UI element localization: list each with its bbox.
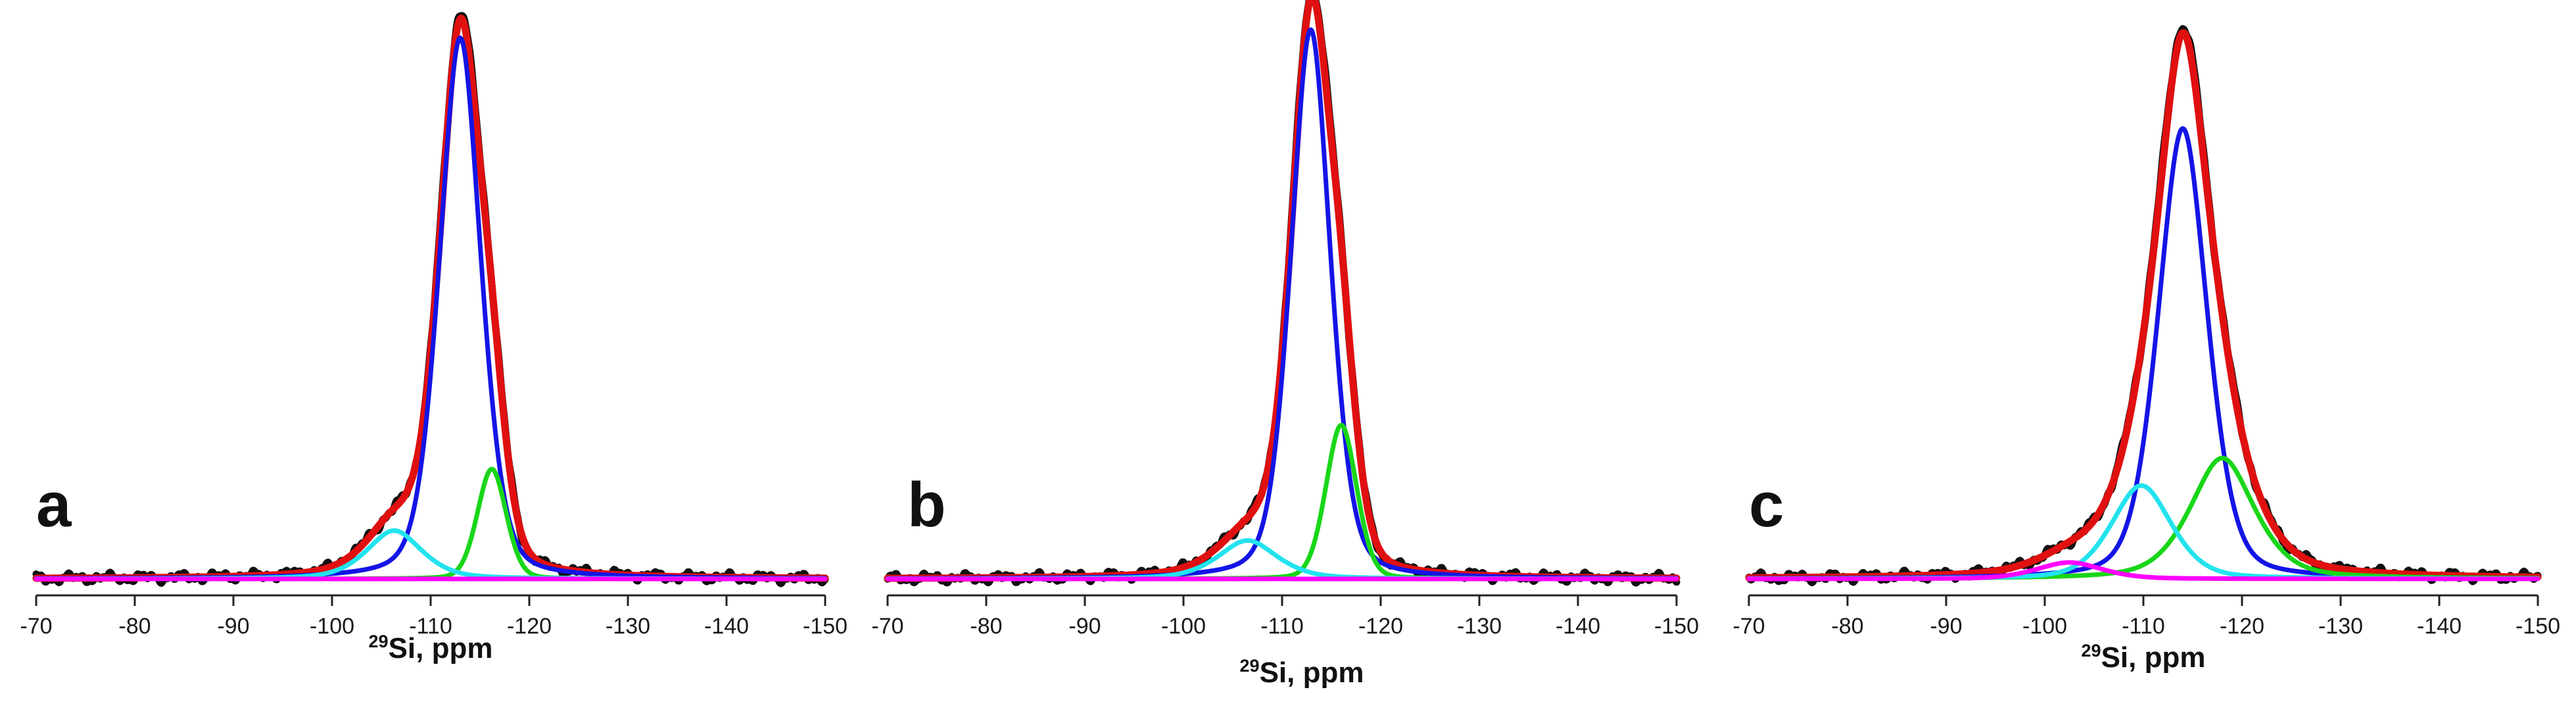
x-tick-label: -70: [20, 614, 52, 639]
x-axis-title-superscript: 29: [369, 632, 389, 651]
x-tick-label: -120: [1358, 614, 1403, 639]
x-tick-label: -110: [409, 614, 452, 639]
x-tick-label: -90: [1930, 614, 1962, 639]
x-tick-label: -100: [1161, 614, 1206, 639]
x-axis-title-text: Si, ppm: [389, 632, 493, 664]
x-tick-label: -150: [2516, 614, 2560, 639]
x-tick-label: -120: [2220, 614, 2264, 639]
series-Q2: [1746, 560, 2540, 582]
plot-layer: -70 -80 -90 -100 -110 -120 -130 -140 -150: [871, 0, 1699, 639]
x-tick-label: -110: [2122, 614, 2165, 639]
x-tick-label: -90: [1068, 614, 1101, 639]
spectrum-panel-c: -70 -80 -90 -100 -110 -120 -130 -140 -150 c 29Si…: [1732, 25, 2560, 674]
x-axis-title: 29Si, ppm: [369, 632, 493, 664]
plot-layer: -70 -80 -90 -100 -110 -120 -130 -140 -150: [1732, 25, 2560, 639]
x-tick-label: -100: [2022, 614, 2067, 639]
panel-label: c: [1749, 470, 1784, 540]
x-axis-title-superscript: 29: [2082, 641, 2101, 661]
spectrum-panel-a: -70 -80 -90 -100 -110 -120 -130 -140 -150 a 29Si…: [20, 12, 847, 664]
x-tick-label: -80: [970, 614, 1002, 639]
panel-label: b: [907, 470, 946, 540]
x-axis-title-text: Si, ppm: [1260, 657, 1364, 689]
x-axis-title: 29Si, ppm: [2082, 641, 2206, 674]
x-tick-label: -120: [507, 614, 552, 639]
x-axis-title-text: Si, ppm: [2101, 641, 2206, 674]
x-tick-label: -70: [1732, 614, 1765, 639]
x-tick-label: -110: [1260, 614, 1304, 639]
x-tick-label: -90: [217, 614, 249, 639]
x-tick-label: -80: [118, 614, 151, 639]
x-tick-label: -140: [704, 614, 749, 639]
x-axis-title: 29Si, ppm: [1240, 656, 1364, 689]
x-tick-label: -80: [1831, 614, 1863, 639]
x-tick-label: -150: [1654, 614, 1699, 639]
spectrum-panel-b: -70 -80 -90 -100 -110 -120 -130 -140 -150 b 29Si…: [871, 0, 1699, 689]
plot-layer: -70 -80 -90 -100 -110 -120 -130 -140 -150: [20, 12, 847, 639]
x-axis-title-superscript: 29: [1240, 656, 1260, 676]
x-tick-label: -130: [606, 614, 650, 639]
x-tick-label: -130: [2318, 614, 2363, 639]
panel-label: a: [36, 470, 72, 540]
x-tick-label: -100: [310, 614, 354, 639]
x-tick-label: -130: [1457, 614, 1502, 639]
x-tick-label: -140: [1556, 614, 1600, 639]
x-tick-label: -70: [871, 614, 903, 639]
x-tick-label: -140: [2417, 614, 2462, 639]
x-tick-label: -150: [803, 614, 847, 639]
